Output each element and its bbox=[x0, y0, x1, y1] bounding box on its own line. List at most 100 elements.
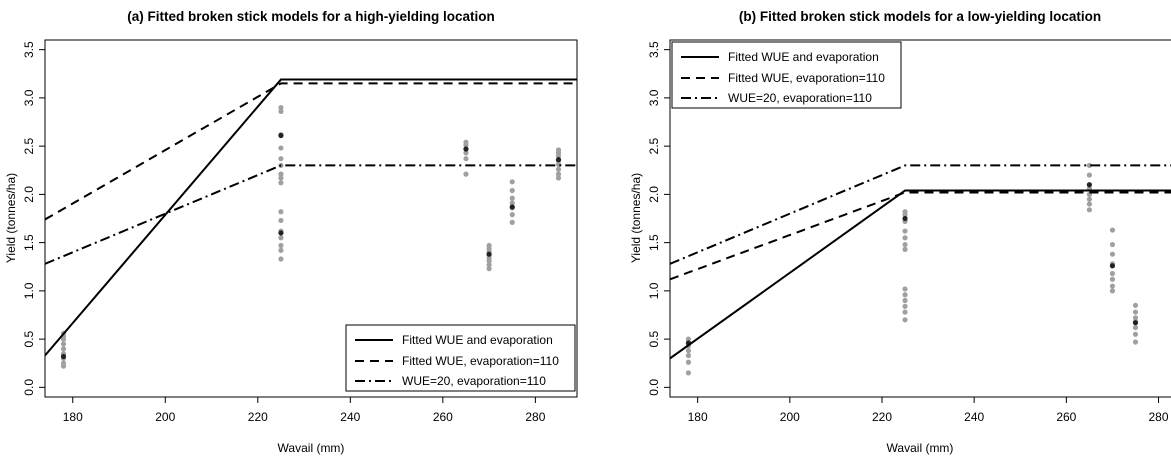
panel-b-y-tick-label: 3.5 bbox=[647, 41, 661, 58]
panel-b-observed-point bbox=[902, 228, 908, 234]
panel-a-observed-point bbox=[278, 171, 284, 177]
panel-b-observed-point bbox=[1132, 315, 1139, 321]
panel-a-observed-point bbox=[60, 341, 67, 347]
panel-b-x-tick-label: 260 bbox=[1056, 410, 1076, 424]
panel-a-observed-point bbox=[509, 219, 515, 225]
panel-b-observed-point bbox=[685, 370, 692, 376]
panel-a-fitted-point bbox=[278, 132, 284, 139]
panel-b-observed-point bbox=[1109, 283, 1116, 289]
panel-a-observed-point bbox=[60, 360, 67, 366]
panel-a-y-tick-label: 1.5 bbox=[22, 234, 36, 251]
panel-a-observed-point bbox=[278, 256, 284, 262]
panel-a-x-axis: 180 200 220 240 260 280 bbox=[63, 397, 546, 424]
panel-a-observed-point bbox=[509, 200, 515, 206]
panel-b-observed-point bbox=[685, 359, 692, 365]
panel-b-observed-point bbox=[902, 246, 908, 252]
panel-a-observed-point bbox=[509, 212, 515, 218]
panel-a-observed-point bbox=[509, 187, 515, 194]
panel-a-observed-point bbox=[278, 247, 284, 253]
panel-a-observed-point bbox=[555, 171, 562, 177]
panel-a-legend-label-2: Fitted WUE, evaporation=110 bbox=[402, 354, 559, 368]
panel-a-fitted-point bbox=[555, 157, 562, 163]
panel-a-observed-point bbox=[278, 104, 284, 111]
panel-a-observed-point bbox=[278, 180, 284, 186]
panel-b-legend-label-1: Fitted WUE and evaporation bbox=[728, 50, 879, 64]
panel-b-x-axis-label: Wavail (mm) bbox=[887, 441, 954, 455]
panel-b-y-tick-label: 1.0 bbox=[647, 282, 661, 299]
panel-b-observed-point bbox=[1132, 309, 1139, 315]
panel-a-y-axis-label: Yield (tonnes/ha) bbox=[4, 173, 18, 263]
panel-a-y-tick-label: 2.5 bbox=[22, 137, 36, 154]
panel-a-observed-point bbox=[278, 209, 284, 215]
panel-a-plot-area bbox=[45, 78, 577, 369]
panel-b-plot-area bbox=[670, 162, 1171, 376]
panel-b-observed-point bbox=[1132, 324, 1139, 331]
panel-a-fitted-point bbox=[509, 204, 515, 210]
panel-a-fitted-point bbox=[486, 251, 492, 257]
panel-a-observed-point bbox=[278, 235, 284, 241]
panel-b-observed-point bbox=[1086, 196, 1092, 202]
panel-b-observed-point bbox=[902, 209, 908, 215]
panel-b-observed-point bbox=[1109, 227, 1116, 233]
panel-a-y-tick-label: 3.0 bbox=[22, 89, 36, 106]
panel-b-legend-label-3: WUE=20, evaporation=110 bbox=[728, 91, 872, 105]
panel-b-x-tick-label: 200 bbox=[780, 410, 800, 424]
panel-a-observed-point bbox=[555, 175, 562, 181]
panel-a-x-tick-label: 180 bbox=[63, 410, 83, 424]
panel-a-fitted-point bbox=[463, 146, 469, 152]
panel-a-observed-point bbox=[555, 166, 562, 172]
panel-a-x-tick-label: 280 bbox=[525, 410, 545, 424]
panel-b-legend: Fitted WUE and evaporation Fitted WUE, e… bbox=[671, 41, 902, 109]
panel-b-x-tick-label: 280 bbox=[1149, 410, 1169, 424]
panel-a-observed-point bbox=[463, 150, 469, 156]
panel-a-line-dashed bbox=[45, 82, 577, 221]
panel-b-observed-point bbox=[902, 317, 908, 323]
panel-a-observed-point bbox=[463, 156, 469, 162]
panel-b-x-tick-label: 240 bbox=[964, 410, 984, 424]
panel-b-y-tick-label: 1.5 bbox=[647, 234, 661, 251]
panel-b-observed-point bbox=[902, 292, 908, 298]
panel-b-observed-point bbox=[902, 235, 908, 241]
panel-a-line-solid bbox=[45, 78, 577, 357]
panel-b-observed-point bbox=[1132, 302, 1139, 308]
panel-b-line-dashdot bbox=[670, 164, 1171, 265]
panel-b-observed-point bbox=[1086, 172, 1092, 178]
panel-a-legend-label-1: Fitted WUE and evaporation bbox=[402, 333, 553, 347]
panel-b-x-tick-label: 180 bbox=[688, 410, 708, 424]
panel-b-observed-point bbox=[1109, 276, 1116, 282]
panel-b: (b) Fitted broken stick models for a low… bbox=[629, 9, 1171, 455]
panel-b-fitted-point bbox=[902, 215, 908, 222]
panel-b-fitted-point bbox=[1086, 182, 1092, 188]
panel-a-observed-point bbox=[486, 266, 492, 272]
panel-b-y-tick-label: 2.0 bbox=[647, 186, 661, 203]
panel-a-observed-point bbox=[555, 147, 562, 153]
panel-a-observed-point bbox=[278, 145, 284, 151]
panel-b-observed-point bbox=[1086, 207, 1092, 213]
panel-a-observed-point bbox=[278, 242, 284, 249]
panel-b-x-axis: 180 200 220 240 260 280 bbox=[688, 397, 1169, 424]
panel-a-observed-point bbox=[463, 171, 469, 177]
panel-a-y-axis: 0.0 0.5 1.0 1.5 2.0 2.5 3.0 3.5 bbox=[22, 41, 45, 396]
panel-a-x-tick-label: 200 bbox=[155, 410, 175, 424]
panel-b-y-tick-label: 0.5 bbox=[647, 330, 661, 347]
panel-a-observed-point bbox=[486, 242, 492, 249]
panel-b-line-solid bbox=[670, 189, 1171, 360]
panel-a-x-tick-label: 240 bbox=[340, 410, 360, 424]
panel-b-y-tick-label: 0.0 bbox=[647, 379, 661, 396]
panel-b-y-tick-label: 2.5 bbox=[647, 137, 661, 154]
panel-b-observed-point bbox=[685, 336, 692, 342]
panel-a-y-tick-label: 1.0 bbox=[22, 282, 36, 299]
panel-b-observed-point bbox=[902, 241, 908, 248]
panel-b-observed-point bbox=[1086, 201, 1092, 207]
panel-b-observed-point bbox=[902, 303, 908, 309]
panel-a-y-tick-label: 0.0 bbox=[22, 379, 36, 396]
panel-b-y-axis-label: Yield (tonnes/ha) bbox=[629, 173, 643, 263]
panel-a: (a) Fitted broken stick models for a hig… bbox=[4, 9, 578, 455]
panel-b-observed-point bbox=[1109, 270, 1116, 277]
panel-b-observed-point bbox=[902, 286, 908, 292]
panel-a-observed-point bbox=[509, 179, 515, 185]
panel-b-observed-point bbox=[1109, 251, 1116, 257]
panel-b-observed-point bbox=[685, 348, 692, 354]
panel-b-observed-point bbox=[1086, 162, 1092, 169]
panel-b-title: (b) Fitted broken stick models for a low… bbox=[739, 9, 1101, 24]
